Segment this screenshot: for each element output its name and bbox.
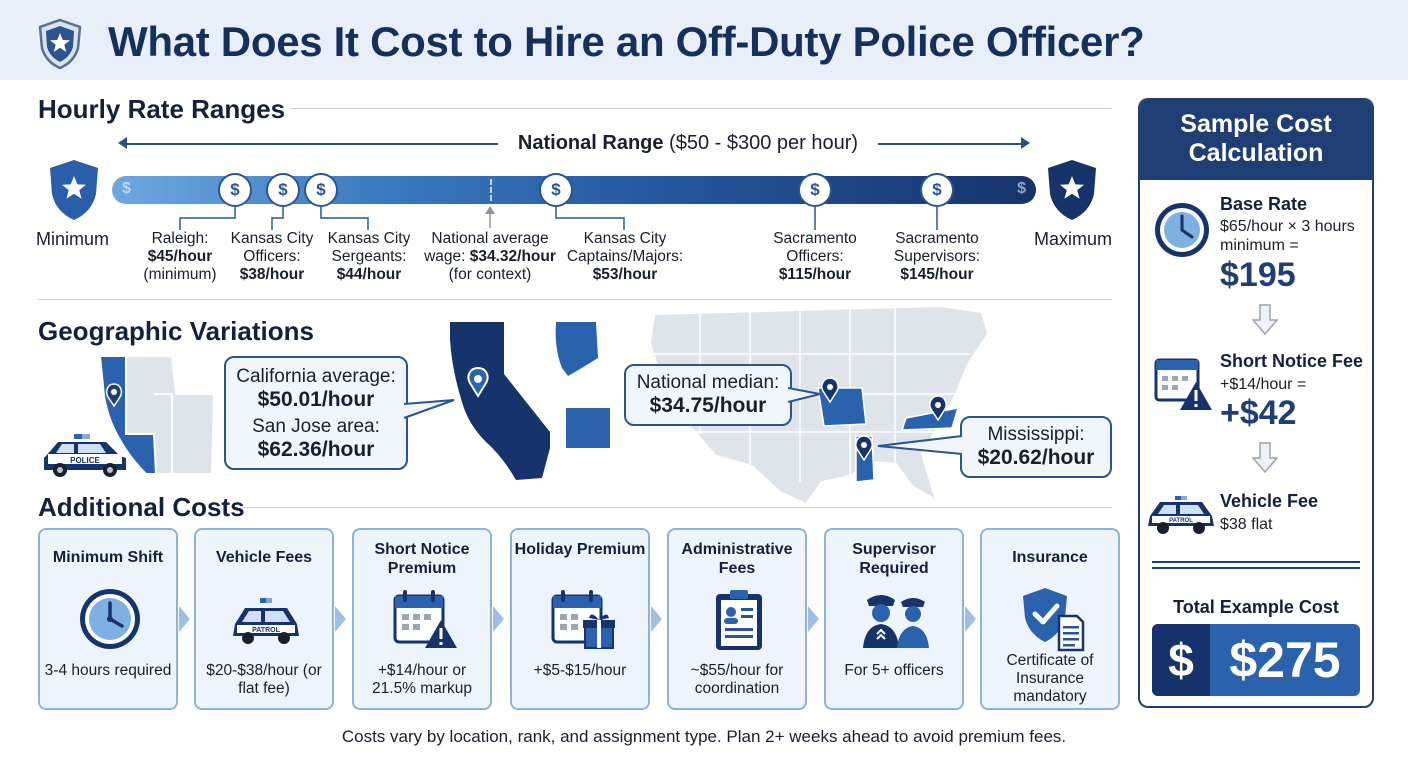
rate-label-sac-supervisors: Sacramento Supervisors: $145/hour: [893, 230, 981, 283]
patrol-car-icon: PATROL: [1148, 496, 1214, 534]
west-states-map: [98, 355, 216, 475]
rate-marker-sac-officers: $: [798, 173, 832, 207]
page-title: What Does It Cost to Hire an Off-Duty Po…: [108, 18, 1145, 65]
header-banner: What Does It Cost to Hire an Off-Duty Po…: [0, 0, 1408, 80]
short-notice-value: +$42: [1220, 394, 1297, 432]
rate-marker-kc-captains: $: [539, 173, 573, 207]
short-notice-desc: +$14/hour =: [1220, 376, 1307, 393]
hourly-section-title: Hourly Rate Ranges: [38, 94, 286, 124]
rate-connectors: [179, 206, 938, 230]
dollar-icon: $: [1017, 180, 1026, 197]
calendar-alert-icon: [1154, 358, 1212, 410]
short-notice-title: Short Notice Fee: [1220, 351, 1364, 371]
chevron-right-icon: [493, 606, 504, 632]
rate-marker-raleigh: $: [218, 173, 252, 207]
calendar-gift-icon: [551, 590, 615, 649]
additional-divider: [244, 507, 1112, 508]
total-divider: [1152, 567, 1360, 569]
minimum-label: Minimum: [36, 229, 110, 249]
cost-card-supervisor-required: Supervisor Required For 5+ officers: [824, 528, 964, 710]
rate-label-sac-officers: Sacramento Officers: $115/hour: [773, 230, 857, 283]
patrol-car-icon: PATROL: [233, 598, 299, 644]
national-range-arrow: National Range ($50 - $300 per hour): [118, 132, 1030, 156]
sample-cost-panel: Sample Cost Calculation Base Rate $65/ho…: [1138, 98, 1374, 708]
hourly-divider: [290, 108, 1112, 109]
arrow-down-icon: [1252, 304, 1278, 336]
patrol-car-text: PATROL: [252, 627, 280, 634]
clock-icon: [80, 589, 140, 649]
mississippi-callout: Mississippi: $20.62/hour: [960, 416, 1112, 478]
chevron-right-icon: [965, 606, 976, 632]
callout-pointer: [404, 399, 455, 419]
footer-note: Costs vary by location, rank, and assign…: [341, 727, 1067, 746]
clipboard-icon: [716, 590, 762, 650]
additional-section-title: Additional Costs: [38, 492, 245, 522]
state-highlights: [555, 322, 610, 448]
base-rate-value: $195: [1220, 256, 1296, 294]
patrol-car-text: PATROL: [1169, 518, 1193, 524]
map-pin-icon: [855, 435, 873, 462]
cost-card-vehicle-fees: Vehicle Fees PATROL $20-$38/hour (or fla…: [194, 528, 334, 710]
arrow-right-icon: [1021, 137, 1030, 149]
dollar-icon: $: [1152, 624, 1210, 696]
police-badge-icon: [38, 18, 82, 70]
arrow-left-icon: [118, 137, 127, 149]
chevron-right-icon: [335, 606, 346, 632]
arrow-down-icon: [1252, 442, 1278, 474]
maximum-label: Maximum: [1034, 229, 1113, 249]
rate-marker-kc-officers: $: [266, 173, 300, 207]
clock-icon: [1155, 203, 1209, 257]
total-divider: [1152, 561, 1360, 563]
cost-card-administrative-fees: Administrative Fees ~$55/hour for coordi…: [667, 528, 807, 710]
geo-section-title: Geographic Variations: [38, 316, 314, 346]
sample-cost-title: Sample Cost Calculation: [1140, 100, 1372, 180]
callout-pointer: [788, 387, 821, 403]
maximum-shield-icon: [1048, 160, 1096, 220]
total-label: Total Example Cost: [1173, 597, 1339, 617]
national-median-callout: National median: $34.75/hour: [624, 364, 792, 426]
total-value-box: $ $275: [1152, 624, 1360, 696]
calendar-alert-icon: [393, 590, 457, 648]
total-value: $275: [1229, 632, 1341, 688]
base-rate-desc-1: $65/hour × 3 hours: [1220, 218, 1355, 235]
rate-marker-kc-sergeants: $: [304, 173, 338, 207]
rate-label-kc-captains: Kansas City Captains/Majors: $53/hour: [566, 230, 684, 283]
dollar-icon: $: [122, 180, 131, 197]
map-pin-icon: [821, 377, 839, 404]
shield-check-icon: [1023, 588, 1085, 652]
national-range-label: National Range ($50 - $300 per hour): [498, 132, 878, 155]
california-map: [450, 322, 550, 480]
rate-label-kc-officers: Kansas City Officers: $38/hour: [230, 230, 314, 283]
chevron-right-icon: [651, 606, 662, 632]
cost-card-holiday-premium: Holiday Premium +$5-$15/hour: [510, 528, 650, 710]
section-divider: [38, 299, 1112, 300]
map-pin-icon: [929, 395, 947, 422]
rate-marker-sac-supervisors: $: [920, 173, 954, 207]
rate-label-kc-sergeants: Kansas City Sergeants: $44/hour: [327, 230, 411, 283]
vehicle-fee-desc: $38 flat: [1220, 516, 1273, 533]
rate-label-national-average: National average wage: $34.32/hour (for co…: [424, 230, 556, 283]
police-car-icon: POLICE: [44, 434, 126, 477]
officers-icon: [863, 595, 929, 648]
base-rate-title: Base Rate: [1220, 194, 1308, 214]
chevron-right-icon: [808, 606, 819, 632]
national-average-tick: [490, 179, 492, 201]
cost-card-short-notice: Short Notice Premium +$14/hour or 21.5% …: [352, 528, 492, 710]
chevron-right-icon: [179, 606, 190, 632]
cost-card-insurance: Insurance Certificate of Insurance manda…: [980, 528, 1120, 710]
vehicle-fee-title: Vehicle Fee: [1220, 491, 1319, 511]
minimum-shield-icon: [50, 160, 98, 220]
base-rate-desc-2: minimum =: [1220, 237, 1299, 254]
california-rates-callout: California average: $50.01/hour San Jose…: [224, 356, 408, 470]
callout-pointer: [877, 435, 963, 455]
rate-label-raleigh: Raleigh: $45/hour (minimum): [143, 230, 217, 283]
cost-card-minimum-shift: Minimum Shift 3-4 hours required: [38, 528, 178, 710]
police-car-text: POLICE: [70, 456, 100, 465]
